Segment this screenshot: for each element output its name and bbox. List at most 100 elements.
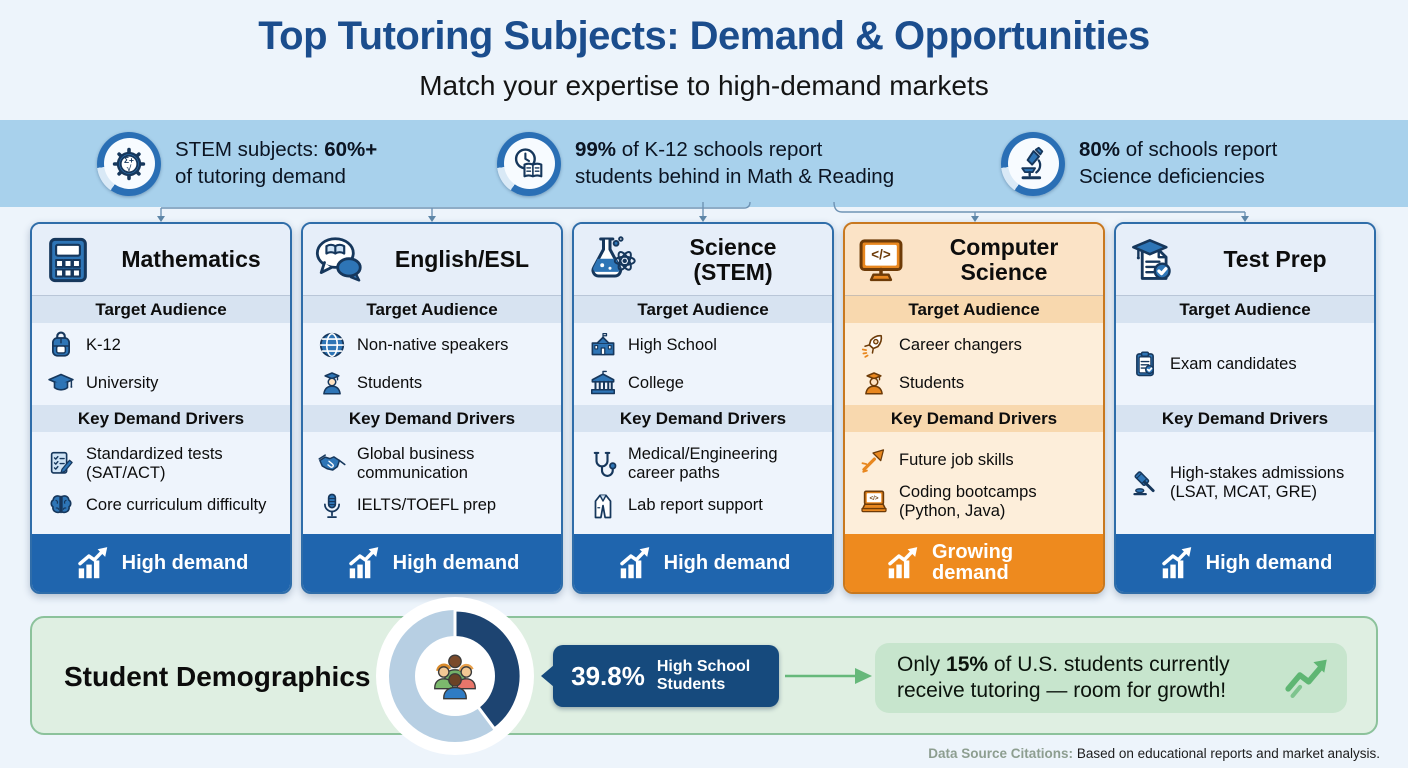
item-label: University	[86, 373, 159, 392]
college-icon	[588, 368, 618, 398]
item-label: Medical/Engineering career paths	[628, 445, 778, 482]
card-title: English/ESL	[394, 246, 530, 273]
list-item: Standardized tests (SAT/ACT)	[46, 445, 284, 482]
list-item: Non-native speakers	[317, 330, 555, 360]
demand-banner: High demand	[574, 534, 832, 592]
item-label: Lab report support	[628, 496, 763, 515]
stat-text-segment: 99%	[575, 138, 617, 162]
demand-label: High demand	[1205, 551, 1333, 574]
list-item: Core curriculum difficulty	[46, 491, 284, 521]
stat-text-segment: Science deficiencies	[1079, 164, 1265, 188]
people-icon	[434, 654, 476, 700]
badge-label: High School Students	[656, 658, 751, 693]
stat-line: 80% of schools report	[1079, 137, 1277, 163]
page-subtitle: Match your expertise to high-demand mark…	[419, 70, 989, 101]
svg-text:Σ+: Σ+	[124, 155, 134, 165]
audience-header: Target Audience	[32, 296, 290, 323]
stat-icon-circle: Σ+ √	[103, 138, 155, 189]
callout-segment: of U.S. students currently receive tutor…	[897, 652, 1230, 702]
chart-up-icon	[345, 544, 383, 582]
audience-list: Exam candidates	[1116, 323, 1374, 405]
item-label: Future job skills	[899, 451, 1014, 470]
item-label: Career changers	[899, 335, 1022, 354]
svg-text:</>: </>	[869, 495, 878, 502]
list-item: High-stakes admissions (LSAT, MCAT, GRE)	[1130, 464, 1368, 501]
list-item: IELTS/TOEFL prep	[317, 491, 555, 521]
card-test-prep: Test Prep Target Audience Exam candidates K…	[1114, 222, 1376, 594]
stat-text-segment: 80%	[1079, 138, 1121, 162]
list-item: High School	[588, 330, 826, 360]
demographics-donut-chart	[376, 597, 534, 755]
handshake-icon	[317, 449, 347, 479]
rocket-icon	[859, 330, 889, 360]
stat-text-segment: of tutoring demand	[175, 164, 346, 188]
audience-list: Career changers Students	[845, 323, 1103, 405]
item-label: High School	[628, 335, 717, 354]
arrow-right-icon	[785, 668, 872, 684]
growth-callout: Only 15% of U.S. students currently rece…	[875, 643, 1347, 713]
audience-header: Target Audience	[845, 296, 1103, 323]
card-title: Science (STEM)	[689, 234, 777, 285]
card-english-esl: English/ESL Target Audience Non-native spe…	[301, 222, 563, 594]
microscope-icon	[1001, 131, 1065, 196]
chart-up-icon	[616, 544, 654, 582]
drivers-header: Key Demand Drivers	[1116, 405, 1374, 432]
speech-book-icon	[313, 234, 365, 286]
item-label: Non-native speakers	[357, 335, 509, 354]
audience-list: K-12 University	[32, 323, 290, 405]
growth-zigzag-icon	[1283, 653, 1333, 703]
audience-list: Non-native speakers Students	[303, 323, 561, 405]
list-item: Global business communication	[317, 445, 555, 482]
demand-label: High demand	[121, 551, 249, 574]
stat-line: STEM subjects: 60%+	[175, 137, 377, 163]
clock-book-icon	[497, 131, 561, 196]
chart-up-icon	[884, 544, 922, 582]
drivers-list: Future job skills </> Coding bootcamps (Py…	[845, 432, 1103, 534]
stethoscope-icon	[588, 449, 618, 479]
stat-line: students behind in Math & Reading	[575, 164, 894, 190]
card-science-stem: Science (STEM) Target Audience High School…	[572, 222, 834, 594]
drivers-header: Key Demand Drivers	[574, 405, 832, 432]
audience-header: Target Audience	[1116, 296, 1374, 323]
stat-item: Σ+ √ STEM subjects: 60%+ of tutoring demand	[97, 131, 377, 196]
audience-list: High School College	[574, 323, 832, 405]
growth-callout-text: Only 15% of U.S. students currently rece…	[897, 652, 1271, 705]
card-mathematics: Mathematics Target Audience K-12 University…	[30, 222, 292, 594]
stat-item: 99% of K-12 schools report students behin…	[497, 131, 894, 196]
drivers-header: Key Demand Drivers	[303, 405, 561, 432]
card-computer-science: </> Computer Science Target Audience Career…	[843, 222, 1105, 594]
stat-icon-circle	[503, 138, 555, 189]
lab-coat-icon	[588, 491, 618, 521]
item-label: Core curriculum difficulty	[86, 496, 267, 515]
audience-header: Target Audience	[574, 296, 832, 323]
stat-text-segment: 60%+	[324, 138, 378, 162]
backpack-icon	[46, 330, 76, 360]
stat-text-segment: students behind in Math & Reading	[575, 164, 895, 188]
career-arrow-icon	[859, 445, 889, 475]
graduation-cap-icon	[46, 368, 76, 398]
list-item: Students	[859, 368, 1097, 398]
stat-text: 80% of schools report Science deficiencie…	[1079, 137, 1277, 189]
list-item: University	[46, 368, 284, 398]
list-item: College	[588, 368, 826, 398]
callout-segment-bold: 15%	[946, 652, 989, 676]
stat-line: of tutoring demand	[175, 164, 377, 190]
drivers-list: Medical/Engineering career paths Lab repo…	[574, 432, 832, 534]
list-item: Exam candidates	[1130, 349, 1368, 379]
laptop-code-icon: </>	[859, 487, 889, 517]
flask-atom-icon	[584, 234, 636, 286]
stat-text-segment: STEM subjects:	[175, 138, 325, 162]
badge-value: 39.8%	[571, 660, 645, 691]
student-icon	[317, 368, 347, 398]
demographics-title: Student Demographics	[64, 661, 371, 692]
card-title: Test Prep	[1223, 246, 1327, 273]
stat-icon-circle	[1007, 138, 1059, 189]
card-title: Mathematics	[121, 246, 261, 273]
highschool-share-badge: 39.8% High School Students	[553, 645, 779, 707]
demand-banner: Growing demand	[845, 534, 1103, 592]
drivers-header: Key Demand Drivers	[32, 405, 290, 432]
card-header: </> Computer Science	[845, 224, 1103, 296]
card-header: Test Prep	[1116, 224, 1374, 296]
audience-header: Target Audience	[303, 296, 561, 323]
connector-lines	[157, 201, 1249, 222]
